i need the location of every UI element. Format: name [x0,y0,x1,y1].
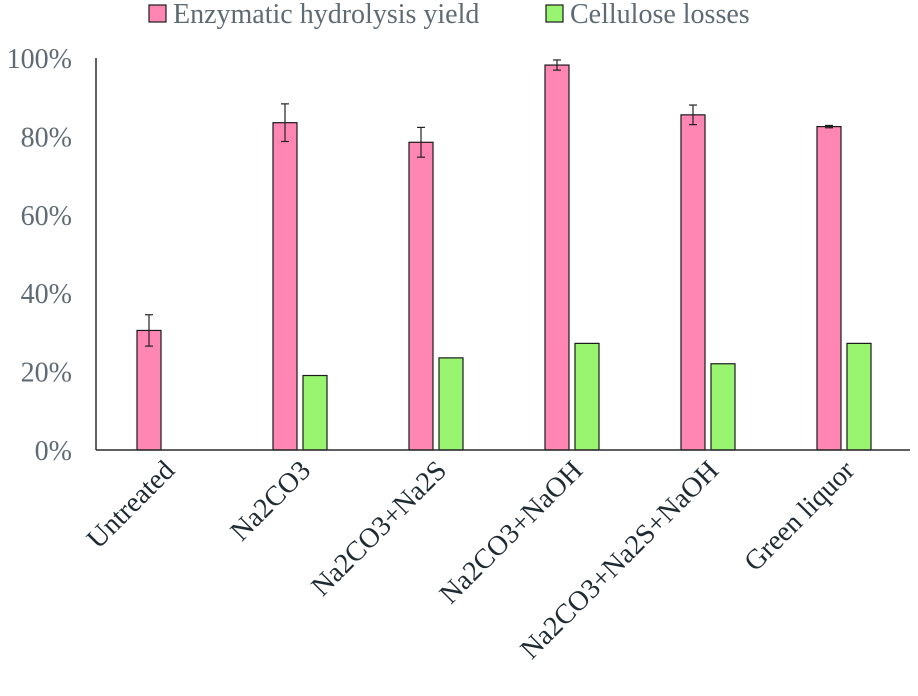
bar-cellulose-losses [710,363,736,451]
x-axis: Untreated Na2CO3Na2CO3+Na2SNa2CO3+NaOHNa2… [81,449,910,665]
x-tick-label: Na2CO3+Na2S [305,455,452,602]
bar-cellulose-losses [846,342,872,451]
x-tick-label: Untreated [81,455,181,555]
y-tick-label: 40% [21,279,72,310]
bar-enzymatic-hydrolysis-yield [136,329,162,451]
y-tick-label: 20% [21,358,72,389]
legend-label: Cellulose losses [570,0,750,30]
x-tick-label: Na2CO3 [225,455,317,547]
y-axis: 0% 20% 40% 60% 80% 100% [7,44,97,467]
legend-swatch-enzymatic [148,4,167,23]
bar-enzymatic-hydrolysis-yield [272,122,298,451]
y-tick-label: 80% [21,122,72,153]
legend-swatch-cellulose [545,4,564,23]
bar-enzymatic-hydrolysis-yield [680,114,706,451]
x-tick-label: Na2CO3+NaOH [434,455,589,610]
y-tick-label: 0% [35,436,72,467]
error-bars [145,59,833,347]
legend-label: Enzymatic hydrolysis yield [173,0,479,30]
bar-enzymatic-hydrolysis-yield [544,64,570,451]
bars [136,64,872,451]
bar-enzymatic-hydrolysis-yield [408,141,434,451]
bar-cellulose-losses [438,357,464,451]
bar-cellulose-losses [574,342,600,451]
y-tick-label: 60% [21,201,72,232]
legend: Enzymatic hydrolysis yield Cellulose loss… [148,0,750,30]
bar-enzymatic-hydrolysis-yield [816,125,842,451]
y-tick-label: 100% [7,44,72,75]
x-tick-label: Green liquor [738,455,861,578]
bar-cellulose-losses [302,374,328,451]
